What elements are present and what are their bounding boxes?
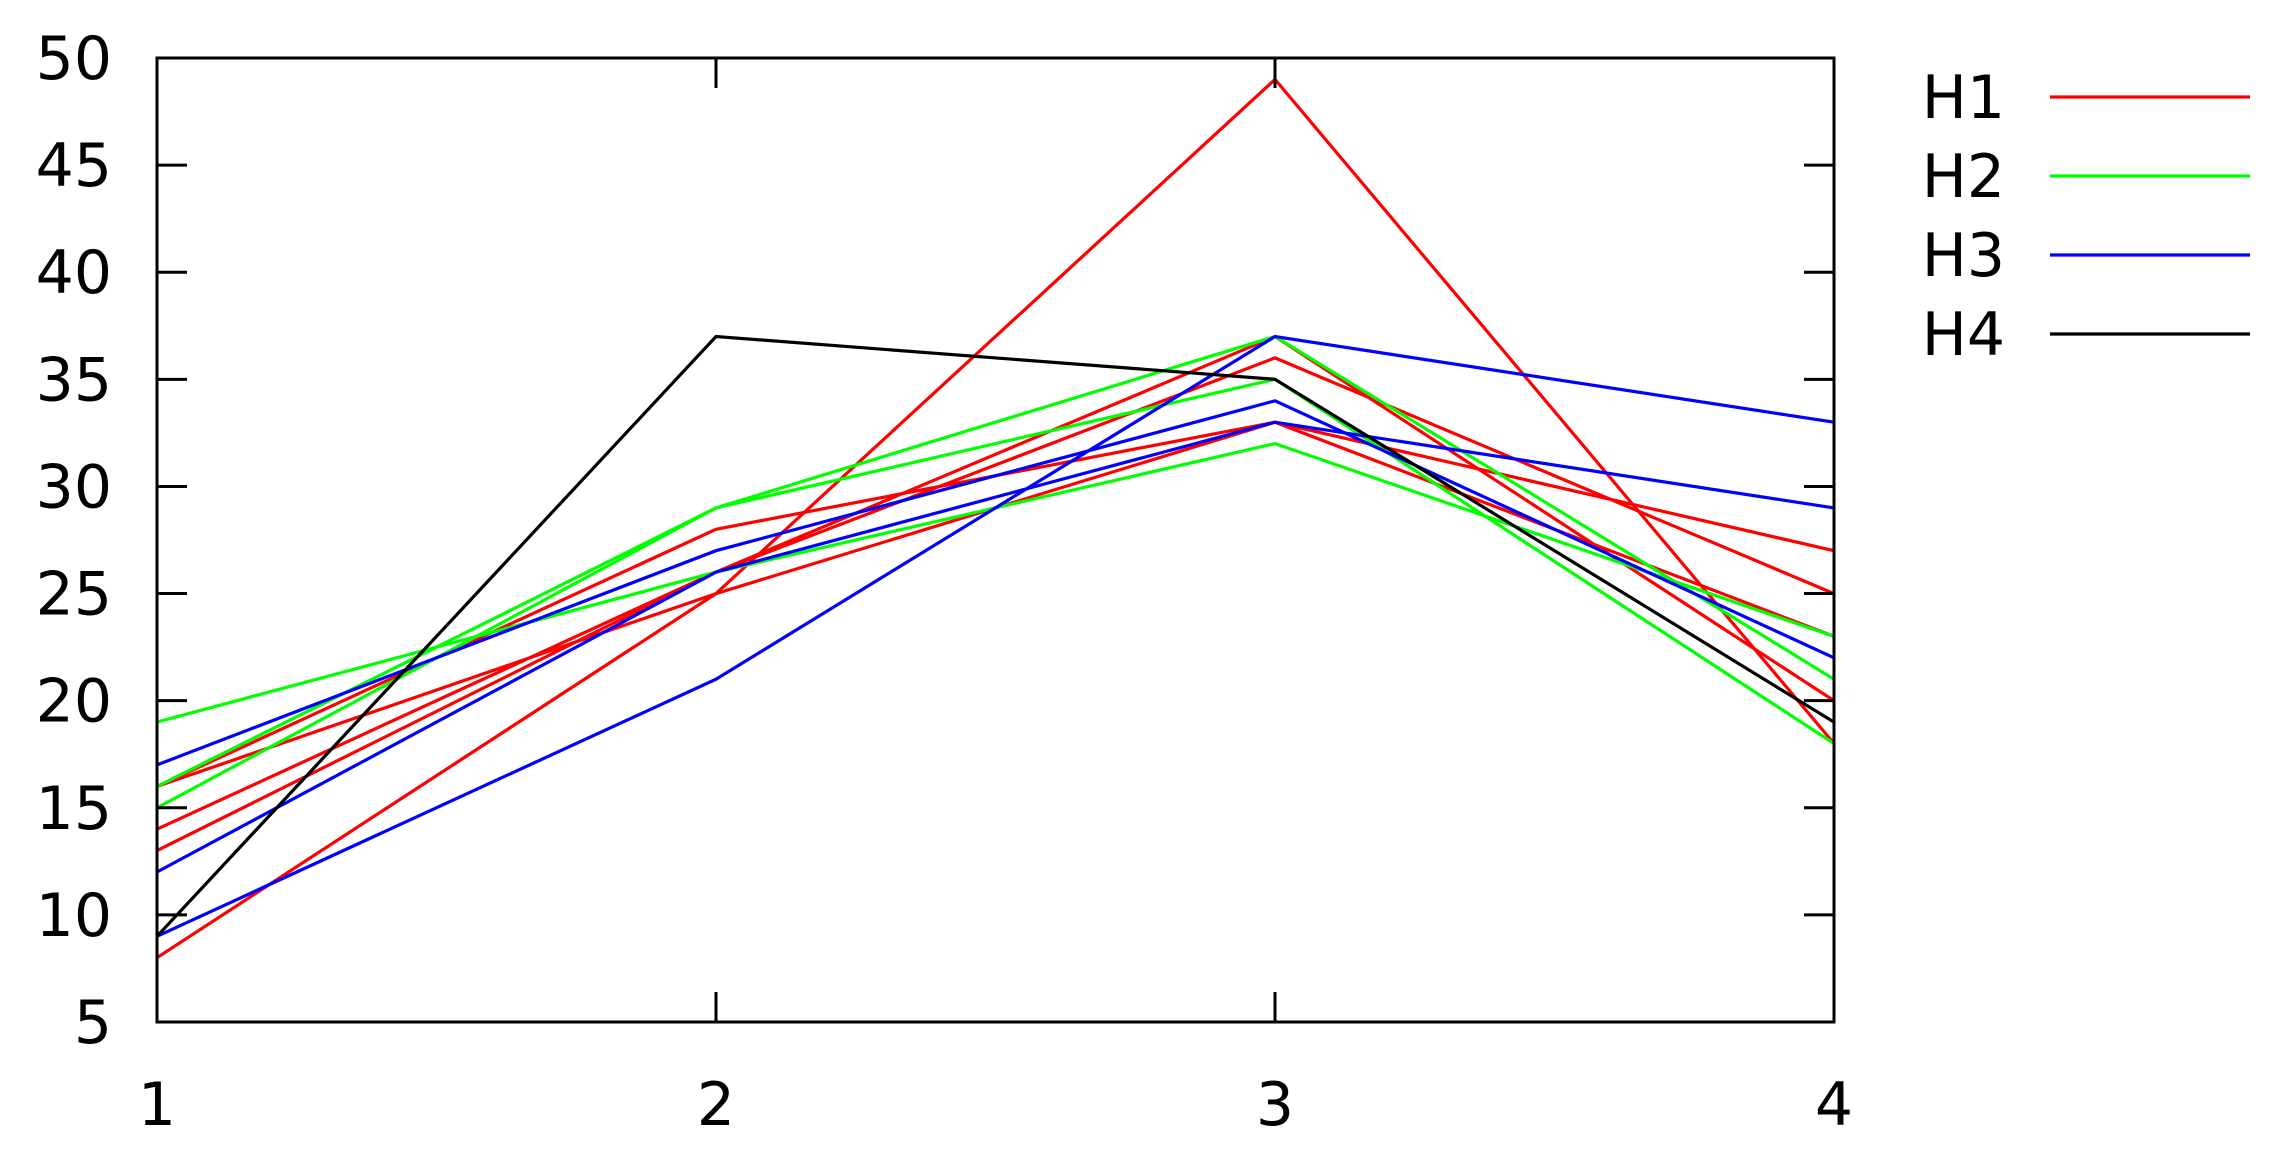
y-tick-label-50: 50 (36, 24, 112, 94)
x-tick-label-4: 4 (1815, 1070, 1853, 1140)
series-line-h1-3 (156, 334, 1835, 831)
y-tick-label-5: 5 (74, 988, 112, 1058)
series-line-h4-12 (155, 334, 1835, 938)
plot-frame (155, 56, 1836, 1024)
legend-label-h3: H3 (1922, 221, 2005, 291)
legend: H1 H2 H3 H4 (1922, 63, 2250, 370)
series-line-h1-4 (156, 356, 1835, 853)
y-tick-label-45: 45 (36, 131, 112, 201)
x-tick-label-3: 3 (1256, 1070, 1294, 1140)
x-axis-tick-labels: 1 2 3 4 (138, 1070, 1853, 1140)
y-axis-tick-labels: 5 10 15 20 25 30 35 40 45 50 (36, 24, 112, 1058)
y-tick-label-35: 35 (36, 345, 112, 415)
legend-label-h2: H2 (1922, 142, 2005, 212)
legend-label-h4: H4 (1922, 300, 2005, 370)
y-tick-label-40: 40 (36, 238, 112, 308)
series-line-h3-9 (156, 334, 1835, 938)
series-line-h3-11 (156, 420, 1835, 874)
series-line-h2-6 (156, 441, 1835, 724)
series-line-h2-8 (156, 334, 1835, 788)
legend-label-h1: H1 (1922, 63, 2005, 133)
y-tick-label-25: 25 (36, 560, 112, 630)
series-layer (155, 77, 1836, 960)
x-tick-label-1: 1 (138, 1070, 176, 1140)
series-line-h1-1 (156, 77, 1836, 960)
y-tick-label-30: 30 (36, 452, 112, 522)
y-tick-label-10: 10 (36, 881, 112, 951)
series-line-h3-10 (156, 399, 1835, 767)
y-tick-label-20: 20 (36, 667, 112, 737)
tick-layer (155, 56, 1836, 1024)
x-tick-label-2: 2 (697, 1070, 735, 1140)
y-tick-label-15: 15 (36, 774, 112, 844)
